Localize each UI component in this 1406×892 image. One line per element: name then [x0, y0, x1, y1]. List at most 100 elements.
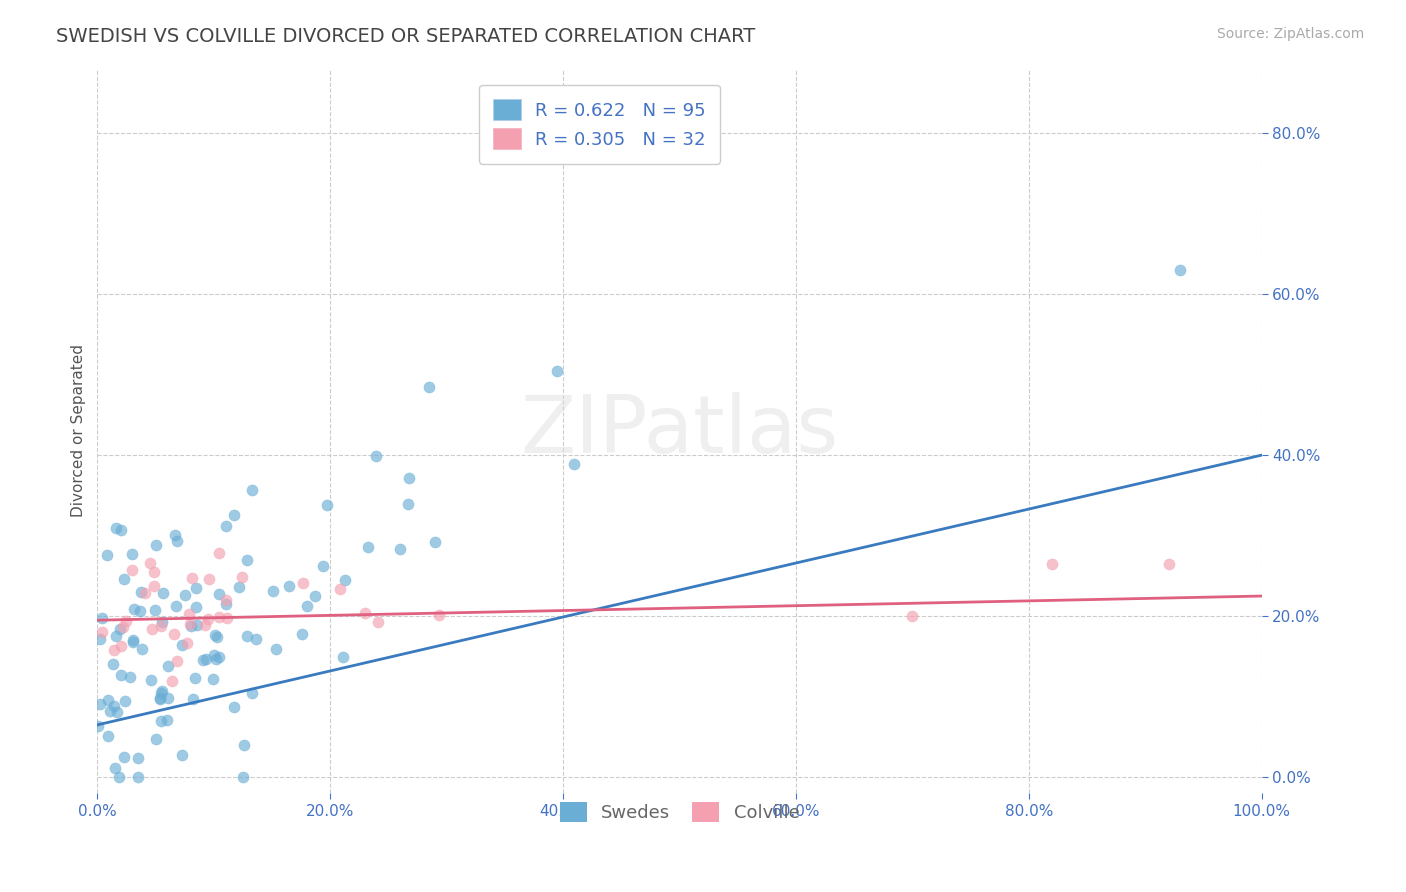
Point	[97, 692, 120, 706]
Point	[89, 632, 111, 647]
Point	[184, 671, 207, 685]
Point	[396, 497, 419, 511]
Point	[236, 629, 259, 643]
Point	[131, 585, 153, 599]
Point	[354, 607, 377, 621]
Point	[262, 583, 284, 598]
Point	[166, 654, 188, 668]
Point	[214, 597, 236, 611]
Point	[138, 556, 160, 570]
Point	[129, 604, 152, 618]
Point	[312, 559, 335, 574]
Point	[152, 586, 174, 600]
Point	[170, 748, 193, 763]
Point	[143, 603, 166, 617]
Point	[114, 572, 136, 586]
Point	[166, 534, 188, 549]
Point	[901, 609, 924, 624]
Point	[157, 690, 180, 705]
Point	[215, 593, 238, 607]
Point	[90, 625, 112, 640]
Point	[1168, 263, 1191, 277]
Point	[121, 562, 143, 576]
Point	[240, 685, 263, 699]
Point	[184, 581, 207, 595]
Point	[208, 610, 231, 624]
Point	[112, 750, 135, 764]
Point	[98, 705, 121, 719]
Point	[240, 483, 263, 497]
Point	[103, 643, 125, 657]
Point	[104, 521, 127, 535]
Point	[389, 542, 412, 557]
Point	[316, 499, 339, 513]
Point	[110, 639, 132, 653]
Point	[127, 751, 149, 765]
Point	[194, 617, 217, 632]
Point	[121, 632, 143, 647]
Point	[231, 570, 253, 584]
Point	[179, 616, 201, 631]
Point	[179, 607, 201, 622]
Point	[197, 612, 219, 626]
Point	[329, 582, 352, 596]
Point	[104, 761, 127, 775]
Point	[97, 729, 120, 743]
Point	[184, 599, 207, 614]
Point	[357, 540, 380, 554]
Point	[208, 649, 231, 664]
Point	[562, 457, 585, 471]
Point	[131, 642, 153, 657]
Point	[150, 683, 173, 698]
Point	[423, 535, 446, 549]
Point	[162, 673, 184, 688]
Point	[165, 528, 187, 542]
Point	[264, 641, 287, 656]
Point	[208, 546, 231, 560]
Point	[111, 620, 134, 634]
Legend: Swedes, Colville: Swedes, Colville	[547, 789, 813, 835]
Point	[174, 588, 197, 602]
Point	[215, 518, 238, 533]
Point	[546, 363, 568, 377]
Point	[149, 691, 172, 706]
Point	[89, 697, 111, 711]
Point	[110, 524, 132, 538]
Point	[141, 622, 163, 636]
Point	[201, 672, 224, 686]
Point	[150, 619, 173, 633]
Point	[142, 579, 165, 593]
Point	[181, 691, 204, 706]
Point	[101, 657, 124, 672]
Point	[145, 732, 167, 747]
Point	[292, 576, 315, 591]
Point	[150, 714, 173, 728]
Point	[205, 630, 228, 644]
Point	[232, 770, 254, 784]
Point	[176, 636, 198, 650]
Point	[105, 628, 128, 642]
Point	[134, 586, 156, 600]
Point	[156, 659, 179, 673]
Point	[297, 599, 319, 613]
Point	[110, 668, 132, 682]
Text: ZIPatlas: ZIPatlas	[520, 392, 838, 470]
Point	[427, 607, 450, 622]
Point	[291, 627, 314, 641]
Text: SWEDISH VS COLVILLE DIVORCED OR SEPARATED CORRELATION CHART: SWEDISH VS COLVILLE DIVORCED OR SEPARATE…	[56, 27, 755, 45]
Point	[208, 587, 231, 601]
Point	[228, 580, 250, 594]
Point	[1040, 557, 1063, 571]
Point	[105, 705, 128, 719]
Point	[122, 602, 145, 616]
Point	[205, 652, 228, 666]
Point	[366, 449, 388, 463]
Point	[149, 692, 172, 706]
Point	[236, 553, 259, 567]
Point	[91, 611, 114, 625]
Point	[398, 471, 420, 485]
Point	[145, 538, 167, 552]
Point	[150, 686, 173, 700]
Point	[222, 700, 245, 714]
Point	[141, 673, 163, 688]
